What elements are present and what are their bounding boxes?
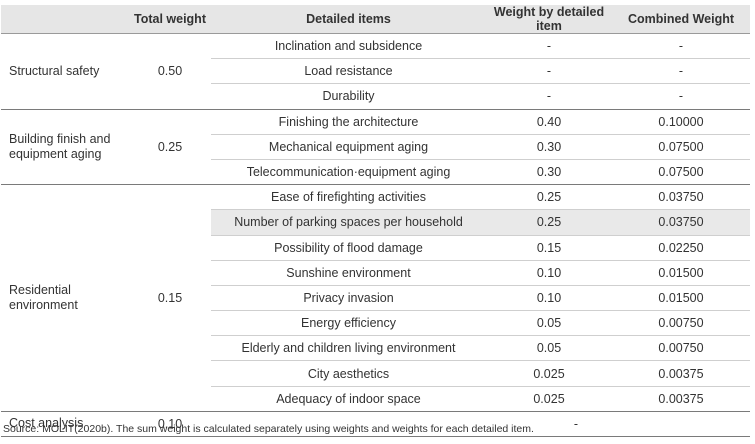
weight-cell: 0.25 — [486, 209, 612, 236]
table-row: Mechanical equipment aging 0.30 0.07500 — [1, 134, 750, 160]
table-row: Adequacy of indoor space 0.025 0.00375 — [1, 386, 750, 412]
weight-cell: 0.05 — [486, 335, 612, 362]
weight-cell: 0.30 — [486, 134, 612, 160]
table-row: Residential environment 0.15 Ease of fir… — [1, 184, 750, 412]
item-cell: Elderly and children living environment — [211, 335, 486, 362]
total-weight-cell: 0.15 — [129, 184, 211, 412]
weight-table: Total weight Detailed items Weight by de… — [1, 5, 750, 438]
item-cell: Durability — [211, 83, 486, 110]
item-cell: City aesthetics — [211, 360, 486, 387]
table-row: Durability - - — [1, 83, 750, 110]
combined-cell: 0.07500 — [612, 159, 750, 186]
table-row: Load resistance - - — [1, 58, 750, 85]
combined-cell: 0.01500 — [612, 285, 750, 312]
item-cell: Number of parking spaces per household — [211, 209, 486, 236]
combined-cell: - — [612, 83, 750, 110]
total-weight-cell: 0.10 — [129, 411, 211, 438]
combined-cell: - — [612, 58, 750, 85]
table-row: Cost analysis 0.10 - — [1, 411, 750, 438]
header-total-weight: Total weight — [129, 5, 211, 34]
category-cell: Building finish and equipment aging — [1, 109, 129, 186]
category-cell: Residential environment — [1, 184, 129, 412]
combined-cell: - — [612, 33, 750, 60]
category-cell: Structural safety — [1, 33, 129, 110]
weight-cell: - — [486, 58, 612, 85]
item-cell: Adequacy of indoor space — [211, 386, 486, 412]
item-cell: Inclination and subsidence — [211, 33, 486, 60]
weight-cell: 0.025 — [486, 386, 612, 412]
table-row: Structural safety 0.50 Inclination and s… — [1, 33, 750, 110]
combined-cell: 0.10000 — [612, 109, 750, 135]
table-row: Telecommunication·equipment aging 0.30 0… — [1, 159, 750, 186]
header-category — [1, 5, 129, 34]
item-cell: Possibility of flood damage — [211, 235, 486, 261]
combined-cell: 0.00375 — [612, 360, 750, 387]
combined-cell: 0.02250 — [612, 235, 750, 261]
table-row: Sunshine environment 0.10 0.01500 — [1, 260, 750, 286]
category-cell: Cost analysis — [1, 411, 129, 438]
weight-cell: 0.10 — [486, 260, 612, 286]
item-cell: Privacy invasion — [211, 285, 486, 312]
item-cell: Finishing the architecture — [211, 109, 486, 135]
table-row-highlighted: Number of parking spaces per household 0… — [1, 209, 750, 236]
table-row: Privacy invasion 0.10 0.01500 — [1, 285, 750, 312]
total-weight-cell: 0.50 — [129, 33, 211, 110]
weight-cell: 0.10 — [486, 285, 612, 312]
total-weight-cell: 0.25 — [129, 109, 211, 186]
combined-cell: 0.00375 — [612, 386, 750, 412]
item-cell: Load resistance — [211, 58, 486, 85]
combined-cell: 0.03750 — [612, 209, 750, 236]
table-row: Possibility of flood damage 0.15 0.02250 — [1, 235, 750, 261]
table-row: Building finish and equipment aging 0.25… — [1, 109, 750, 186]
source-note: Source: MOLIT(2020b). The sum weight is … — [3, 423, 534, 435]
table-row: City aesthetics 0.025 0.00375 — [1, 360, 750, 387]
table-row: Elderly and children living environment … — [1, 335, 750, 362]
weight-cell: 0.15 — [486, 235, 612, 261]
weight-cell: - — [486, 83, 612, 110]
header-weight-by-item: Weight by detailed item — [486, 5, 612, 34]
item-cell: Mechanical equipment aging — [211, 134, 486, 160]
header-row: Total weight Detailed items Weight by de… — [1, 5, 750, 34]
weight-cell: 0.025 — [486, 360, 612, 387]
item-cell: Telecommunication·equipment aging — [211, 159, 486, 186]
weight-cell: - — [486, 33, 612, 60]
merged-value-cell: - — [211, 411, 750, 438]
item-cell: Energy efficiency — [211, 310, 486, 337]
weight-cell: 0.05 — [486, 310, 612, 337]
combined-cell: 0.07500 — [612, 134, 750, 160]
combined-cell: 0.01500 — [612, 260, 750, 286]
header-combined-weight: Combined Weight — [612, 5, 750, 34]
item-cell: Ease of firefighting activities — [211, 184, 486, 211]
combined-cell: 0.00750 — [612, 335, 750, 362]
table-row: Energy efficiency 0.05 0.00750 — [1, 310, 750, 337]
weight-cell: 0.30 — [486, 159, 612, 186]
weight-cell: 0.25 — [486, 184, 612, 211]
combined-cell: 0.03750 — [612, 184, 750, 211]
item-cell: Sunshine environment — [211, 260, 486, 286]
weight-cell: 0.40 — [486, 109, 612, 135]
combined-cell: 0.00750 — [612, 310, 750, 337]
header-detailed-items: Detailed items — [211, 5, 486, 34]
